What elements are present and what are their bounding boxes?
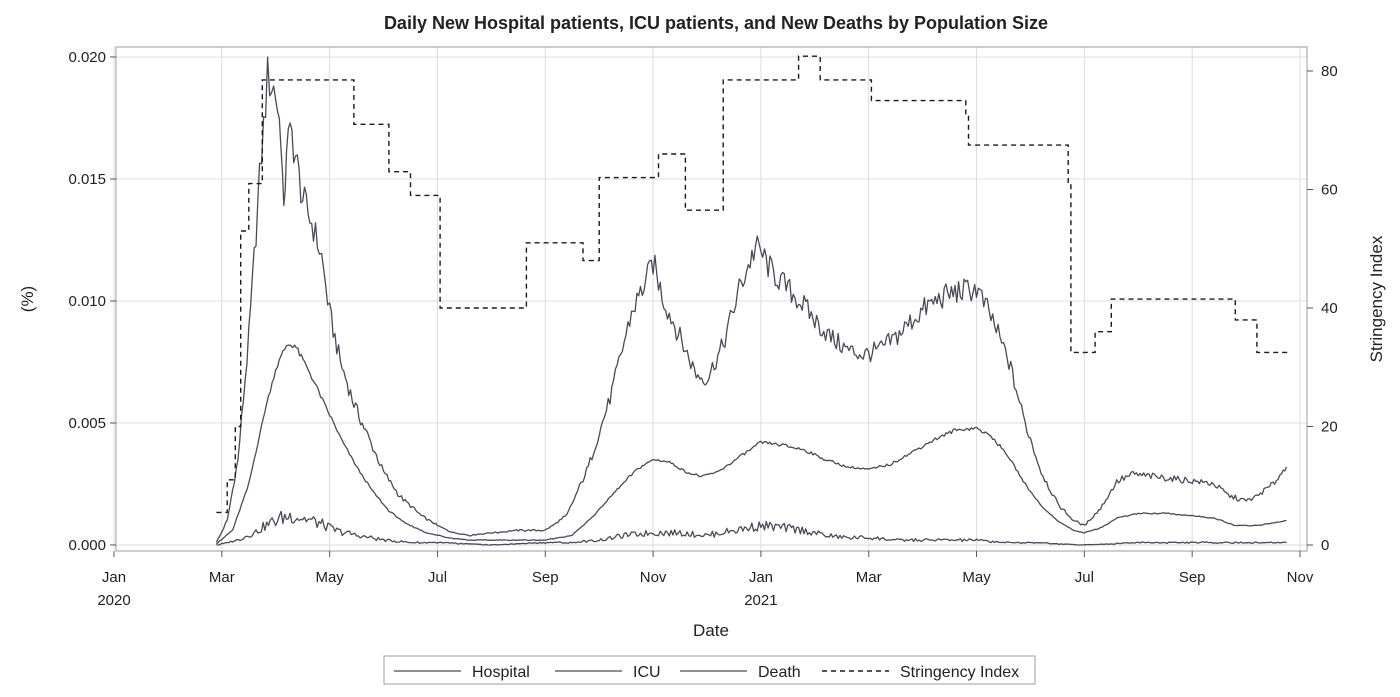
y-tick-label: 0.000	[68, 537, 106, 554]
plot-frame	[115, 46, 1308, 552]
y-tick-label: 0.015	[68, 171, 106, 188]
legend-label-death: Death	[758, 664, 801, 681]
y-tick-label: 0.005	[68, 415, 106, 432]
x-tick-label: Nov	[640, 569, 667, 586]
y-tick-label: 0.020	[68, 49, 106, 66]
chart-title: Daily New Hospital patients, ICU patient…	[384, 13, 1048, 33]
y2-tick-label: 0	[1321, 537, 1329, 554]
x-tick-label: Sep	[1179, 569, 1206, 586]
x-tick-year-label: 2020	[97, 592, 130, 609]
x-tick-label: May	[962, 569, 991, 586]
x-tick-label: Nov	[1287, 569, 1314, 586]
x-tick-label: Jan	[749, 569, 773, 586]
legend-label-hospital: Hospital	[472, 664, 530, 681]
y2-tick-label: 20	[1321, 419, 1338, 436]
y-axis-label: (%)	[18, 286, 37, 312]
axis-layer: Jan 2020 Mar May Jul Sep Nov Jan 2021 Mar May Jul Se…	[68, 49, 1337, 609]
series-layer	[215, 55, 1290, 546]
y2-tick-label: 60	[1321, 182, 1338, 199]
legend: Hospital ICU Death Stringency Index	[383, 655, 1036, 685]
y2-tick-label: 40	[1321, 300, 1338, 317]
x-tick-label: Jul	[1075, 569, 1094, 586]
x-tick-label: Jul	[428, 569, 447, 586]
x-tick-year-label: 2021	[744, 592, 777, 609]
x-tick-label: Mar	[209, 569, 235, 586]
y-tick-label: 0.010	[68, 293, 106, 310]
legend-label-stringency: Stringency Index	[900, 664, 1019, 681]
series-line-death	[216, 510, 1287, 546]
series-line-hospital	[215, 56, 1288, 543]
series-line-stringency-index	[216, 55, 1290, 514]
x-tick-label: Jan	[102, 569, 126, 586]
x-tick-label: Sep	[532, 569, 559, 586]
x-tick-label: May	[315, 569, 344, 586]
x-tick-label: Mar	[856, 569, 882, 586]
legend-box	[383, 655, 1036, 685]
x-axis-label: Date	[693, 621, 729, 640]
y2-axis-label: Stringency Index	[1367, 235, 1386, 362]
y2-tick-label: 80	[1321, 63, 1338, 80]
grid-layer	[113, 47, 1307, 551]
series-line-icu	[216, 344, 1287, 545]
legend-label-icu: ICU	[633, 664, 661, 681]
